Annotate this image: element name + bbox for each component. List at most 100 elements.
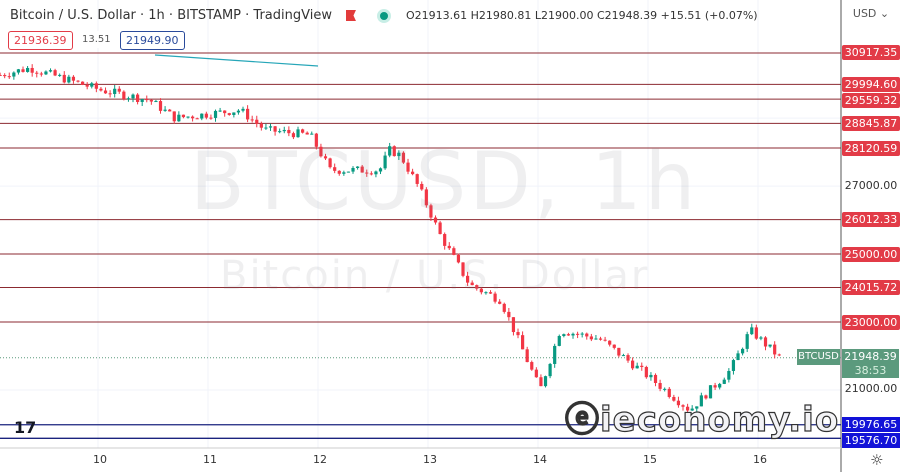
candle-body	[447, 245, 451, 249]
candle-body	[145, 99, 149, 101]
candle-body	[713, 385, 717, 388]
candle-body	[48, 70, 53, 72]
candle-body	[631, 360, 635, 369]
tradingview-logo-icon[interactable]: 17	[14, 418, 37, 437]
candle-body	[498, 301, 502, 304]
ohlc-values: O21913.61 H21980.81 L21900.00 C21948.39 …	[405, 9, 758, 22]
candle-body	[406, 162, 410, 172]
ieconomy-logo: ⓔieconomy.io	[564, 399, 840, 440]
candle-body	[617, 347, 621, 356]
time-label: 15	[643, 453, 657, 466]
candle-body	[278, 131, 282, 133]
candle-body	[741, 348, 745, 354]
candle-body	[204, 113, 208, 118]
candle-body	[411, 171, 415, 175]
candle-body	[383, 155, 387, 169]
candle-body	[140, 99, 144, 102]
watermark-name: Bitcoin / U.S. Dollar	[220, 253, 650, 299]
candle-body	[76, 80, 80, 82]
candle-body	[484, 292, 488, 294]
candle-body	[374, 171, 378, 175]
candle-body	[612, 344, 616, 348]
candle-body	[626, 355, 630, 361]
candle-body	[342, 172, 346, 174]
level-label: 28845.87	[842, 115, 900, 131]
level-label: 28120.59	[842, 140, 900, 156]
candle-body	[727, 370, 731, 380]
candle-body	[773, 344, 777, 355]
candle-body	[62, 74, 66, 83]
candle-body	[456, 254, 461, 263]
candle-body	[227, 113, 231, 115]
candle-body	[378, 168, 383, 172]
currency-selector[interactable]: USD ⌄	[852, 7, 890, 20]
candle-body	[695, 406, 699, 409]
candle-body	[722, 379, 726, 384]
candle-body	[369, 173, 373, 175]
candle-body	[594, 338, 598, 340]
candle-body	[681, 405, 685, 407]
candle-body	[539, 377, 543, 387]
candle-body	[181, 114, 186, 118]
candle-body	[351, 167, 355, 172]
candle-body	[158, 101, 163, 111]
current-price: 21948.39	[844, 350, 897, 363]
flag-icon[interactable]	[345, 10, 356, 21]
candle-body	[635, 365, 639, 369]
candle-body	[493, 293, 497, 302]
candle-body	[401, 152, 406, 163]
candle-body	[246, 108, 250, 120]
buy-price[interactable]: 21949.90	[120, 31, 185, 50]
candle-body	[136, 94, 140, 102]
candle-body	[103, 90, 108, 94]
candle-body	[750, 327, 754, 335]
candle-body	[177, 114, 181, 122]
candle-body	[443, 234, 447, 246]
candle-body	[452, 248, 456, 255]
candle-body	[149, 99, 153, 102]
candle-body	[686, 406, 690, 411]
candle-body	[745, 334, 749, 349]
candle-body	[360, 166, 364, 173]
time-label: 16	[753, 453, 767, 466]
candle-body	[479, 288, 483, 293]
settings-icon[interactable]: ☼	[870, 451, 884, 469]
spread: 13.51	[82, 31, 111, 48]
candle-body	[108, 93, 112, 95]
candle-body	[273, 126, 277, 132]
candle-body	[718, 383, 722, 388]
candle-body	[365, 172, 369, 174]
candle-body	[653, 374, 658, 383]
candle-body	[301, 129, 305, 133]
candle-body	[759, 337, 763, 339]
candle-body	[310, 133, 314, 135]
candle-body	[521, 335, 525, 350]
candle-body	[200, 113, 204, 119]
candle-body	[16, 69, 21, 73]
sell-price[interactable]: 21936.39	[8, 31, 73, 50]
symbol-label: BTCUSD	[797, 349, 840, 365]
candle-body	[649, 374, 653, 378]
candle-body	[126, 98, 131, 100]
candle-body	[585, 333, 589, 337]
candle-body	[511, 317, 516, 333]
candle-body	[264, 127, 268, 129]
candle-body	[580, 333, 584, 335]
candle-body	[241, 108, 245, 111]
candle-body	[154, 101, 158, 103]
candle-body	[608, 340, 612, 345]
candle-body	[466, 275, 470, 283]
candle-body	[699, 395, 703, 407]
candle-body	[191, 116, 195, 119]
candle-body	[58, 74, 62, 76]
candle-body	[296, 129, 300, 138]
candle-body	[328, 158, 332, 168]
support-label: 19976.65	[842, 417, 900, 433]
candle-body	[516, 332, 520, 336]
price-tick: 21000.00	[844, 382, 898, 395]
candle-body	[562, 334, 566, 336]
candle-body	[589, 336, 593, 340]
candle-body	[85, 84, 89, 87]
candle-body	[644, 366, 648, 378]
